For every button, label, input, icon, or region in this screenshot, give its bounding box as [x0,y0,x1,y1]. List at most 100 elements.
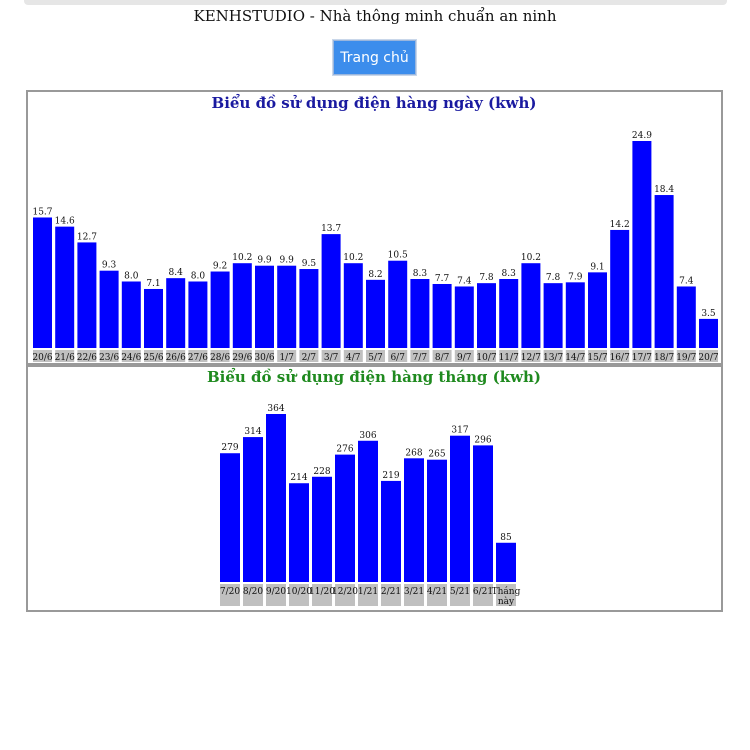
monthly-chart: Biểu đồ sử dụng điện hàng tháng (kwh) 27… [207,368,541,607]
category-label-29: 18/7 [654,353,674,363]
category-label-4: 23/6 [99,353,119,363]
category-label-bg-9 [210,350,230,362]
category-label-11: 30/6 [254,353,274,363]
home-button[interactable]: Trang chủ [333,40,416,75]
value-label-8: 8.0 [191,271,206,281]
category-label-bg-6 [144,350,163,362]
bar-10 [427,459,447,582]
bar-6 [335,454,355,582]
category-label-bg-22 [499,350,519,362]
category-label-27: 16/7 [610,353,630,363]
category-label-bg-4 [289,584,309,606]
category-label-20: 9/7 [457,353,472,363]
category-label-19: 8/7 [435,353,450,363]
category-label-7: 26/6 [166,353,186,363]
category-label-8: 27/6 [188,353,208,363]
category-label-31: 20/7 [698,353,718,363]
value-label-19: 7.7 [435,274,450,284]
category-label-bg-1 [220,584,240,606]
value-label-17: 10.5 [388,251,408,261]
value-label-23: 10.2 [521,253,541,263]
category-label-25: 14/7 [565,353,585,363]
value-label-2: 314 [244,427,261,437]
bar-7 [166,278,186,348]
category-label-bg-24 [543,350,563,362]
category-label-12: 1/7 [279,353,294,363]
bar-1 [33,217,52,348]
category-label-bg-21 [477,350,496,362]
bar-9 [404,458,424,582]
value-label-25: 7.9 [568,272,583,282]
category-label-28: 17/7 [632,353,652,363]
value-label-12: 9.9 [280,256,295,266]
category-label-9: 3/21 [404,587,424,597]
category-label-bg-19 [432,350,452,362]
value-label-2: 14.6 [55,217,75,227]
category-label-bg-2 [243,584,263,606]
bar-14 [321,234,341,348]
bar-30 [676,286,696,348]
bar-5 [121,281,141,348]
value-label-6: 276 [336,445,353,455]
bar-13 [299,269,319,348]
bar-1 [220,453,240,582]
value-label-8: 219 [382,471,399,481]
category-label-bg-31 [699,350,718,362]
value-label-10: 10.2 [232,253,252,263]
category-label-bg-2 [55,350,75,362]
value-label-5: 228 [313,467,330,477]
bar-5 [312,476,332,582]
category-label-bg-12 [473,584,493,606]
category-label-bg-9 [404,584,424,606]
value-label-6: 7.1 [146,279,160,289]
category-label-23: 12/7 [521,353,541,363]
category-label-bg-10 [232,350,252,362]
category-label-2: 8/20 [243,587,263,597]
category-label-12: 6/21 [473,587,493,597]
bar-18 [410,279,430,348]
category-label-bg-13 [496,584,516,606]
category-label-bg-26 [588,350,607,362]
category-label-bg-4 [99,350,119,362]
category-label-bg-27 [610,350,630,362]
bar-4 [289,483,309,582]
category-label-bg-7 [358,584,378,606]
category-label-bg-8 [381,584,401,606]
category-label-3: 22/6 [77,353,97,363]
bar-3 [266,414,286,582]
value-label-12: 296 [474,435,491,445]
bar-4 [99,270,119,348]
value-label-27: 14.2 [610,220,630,230]
category-label-bg-3 [77,350,97,362]
value-label-4: 9.3 [102,261,117,271]
bar-2 [243,437,263,582]
category-label-18: 7/7 [413,353,428,363]
value-label-24: 7.8 [546,273,561,283]
category-label-bg-28 [632,350,652,362]
bar-7 [358,440,378,582]
category-label-bg-11 [450,584,470,606]
category-label-bg-29 [654,350,674,362]
category-label-bg-5 [121,350,141,362]
value-label-15: 10.2 [343,253,363,263]
category-label-2: 21/6 [55,353,75,363]
category-label-1: 20/6 [32,353,52,363]
bar-22 [499,279,519,348]
bar-26 [588,272,607,348]
bar-6 [144,288,163,348]
value-label-1: 279 [221,443,238,453]
category-label-7: 1/21 [358,587,378,597]
bar-23 [521,263,541,348]
category-label-bg-5 [312,584,332,606]
category-label-bg-23 [521,350,541,362]
bar-29 [654,195,674,348]
bar-28 [632,141,652,348]
bar-8 [188,281,208,348]
bar-11 [255,265,274,348]
category-label-22: 11/7 [499,353,519,363]
category-label-bg-20 [454,350,474,362]
category-label-13: Tháng này [492,586,521,607]
category-label-bg-13 [299,350,319,362]
category-label-bg-10 [427,584,447,606]
value-label-28: 24.9 [632,131,652,141]
